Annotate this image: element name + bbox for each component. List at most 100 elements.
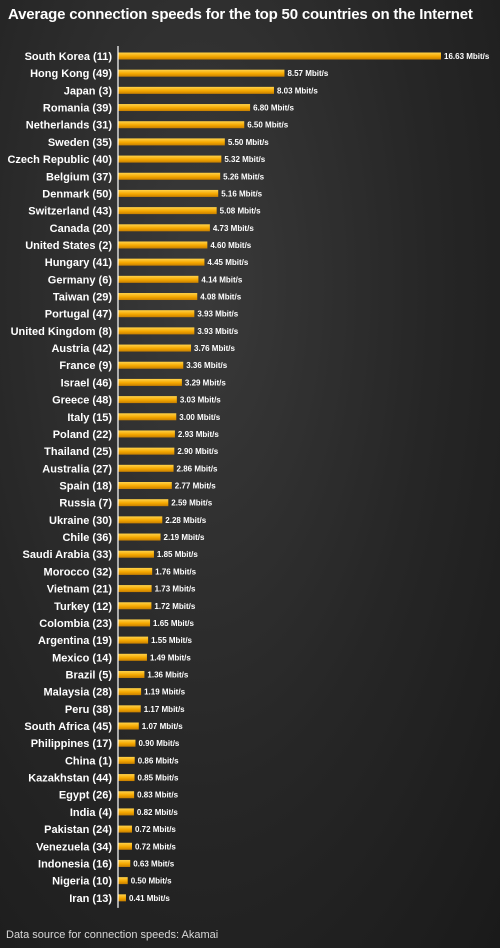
bar (118, 877, 128, 885)
value-label: 8.57 Mbit/s (287, 69, 328, 78)
category-label: Spain (18) (59, 481, 112, 493)
value-label: 1.07 Mbit/s (142, 722, 183, 731)
value-label: 5.50 Mbit/s (228, 138, 269, 147)
value-label: 5.26 Mbit/s (223, 172, 264, 181)
chart-title: Average connection speeds for the top 50… (8, 6, 473, 23)
value-label: 0.50 Mbit/s (131, 877, 172, 886)
bar (118, 791, 135, 799)
bar (118, 464, 174, 472)
category-label: Pakistan (24) (44, 824, 112, 836)
value-label: 0.83 Mbit/s (137, 791, 178, 800)
bar (118, 619, 151, 627)
bar (118, 533, 161, 541)
category-label: Thailand (25) (44, 446, 112, 458)
bar (118, 224, 210, 232)
bar (118, 894, 126, 902)
data-source-note: Data source for connection speeds: Akama… (6, 929, 219, 941)
category-label: France (9) (59, 360, 112, 372)
bar (118, 739, 136, 747)
value-label: 2.19 Mbit/s (164, 533, 205, 542)
category-label: Nigeria (10) (52, 876, 112, 888)
bar (118, 722, 139, 730)
value-label: 1.36 Mbit/s (147, 670, 188, 679)
value-label: 5.08 Mbit/s (220, 207, 261, 216)
bar (118, 756, 135, 764)
value-label: 4.73 Mbit/s (213, 224, 254, 233)
value-label: 3.29 Mbit/s (185, 378, 226, 387)
category-label: Russia (7) (59, 498, 112, 510)
category-label: Peru (38) (65, 704, 112, 716)
category-label: United Kingdom (8) (11, 326, 113, 338)
category-label: Sweden (35) (48, 137, 113, 149)
bar (118, 688, 142, 696)
value-label: 5.32 Mbit/s (224, 155, 265, 164)
category-label: South Korea (11) (25, 51, 113, 63)
bar (118, 104, 251, 112)
bar (118, 585, 152, 593)
value-label: 3.03 Mbit/s (180, 396, 221, 405)
value-label: 6.50 Mbit/s (247, 121, 288, 130)
category-label: Austria (42) (51, 343, 112, 355)
value-label: 8.03 Mbit/s (277, 86, 318, 95)
value-label: 1.85 Mbit/s (157, 550, 198, 559)
category-label: Turkey (12) (54, 601, 112, 613)
bar (118, 430, 175, 438)
category-label: India (4) (70, 807, 113, 819)
value-label: 1.55 Mbit/s (151, 636, 192, 645)
value-label: 5.16 Mbit/s (221, 189, 262, 198)
value-label: 0.72 Mbit/s (135, 842, 176, 851)
category-label: Philippines (17) (31, 738, 113, 750)
bar (118, 258, 205, 266)
category-label: Canada (20) (50, 223, 113, 235)
category-label: Portugal (47) (45, 309, 113, 321)
bar (118, 121, 245, 129)
value-label: 3.00 Mbit/s (179, 413, 220, 422)
bar (118, 86, 274, 94)
category-label: Hong Kong (49) (30, 68, 112, 80)
category-label: Australia (27) (42, 463, 112, 475)
bar (118, 413, 177, 421)
bar (118, 774, 135, 782)
category-label: Kazakhstan (44) (28, 773, 112, 785)
category-label: Brazil (5) (66, 669, 113, 681)
value-label: 2.59 Mbit/s (171, 499, 212, 508)
value-label: 1.72 Mbit/s (154, 602, 195, 611)
bar (118, 653, 147, 661)
value-label: 1.17 Mbit/s (144, 705, 185, 714)
value-label: 1.76 Mbit/s (155, 567, 196, 576)
category-label: Japan (3) (64, 85, 113, 97)
bar (118, 172, 221, 180)
value-label: 4.14 Mbit/s (201, 275, 242, 284)
bar (118, 155, 222, 163)
value-label: 3.93 Mbit/s (197, 327, 238, 336)
category-label: Mexico (14) (52, 652, 112, 664)
bar (118, 670, 145, 678)
bar (118, 636, 149, 644)
bar (118, 52, 441, 60)
category-label: Poland (22) (53, 429, 113, 441)
bar (118, 516, 163, 524)
value-label: 2.86 Mbit/s (177, 464, 218, 473)
bar (118, 602, 152, 610)
bar (118, 808, 134, 816)
value-label: 3.76 Mbit/s (194, 344, 235, 353)
bar (118, 859, 131, 867)
bar (118, 567, 153, 575)
category-label: Belgium (37) (46, 171, 112, 183)
category-label: Chile (36) (62, 532, 112, 544)
value-label: 0.85 Mbit/s (138, 774, 179, 783)
value-label: 1.65 Mbit/s (153, 619, 194, 628)
category-label: China (1) (65, 755, 112, 767)
bar (118, 344, 192, 352)
value-label: 16.63 Mbit/s (444, 52, 490, 61)
category-label: Iran (13) (69, 893, 112, 905)
category-label: Colombia (23) (39, 618, 112, 630)
bar (118, 361, 184, 369)
bar (118, 207, 217, 215)
bar (118, 69, 285, 77)
value-label: 1.49 Mbit/s (150, 653, 191, 662)
value-label: 0.72 Mbit/s (135, 825, 176, 834)
value-label: 2.93 Mbit/s (178, 430, 219, 439)
value-label: 2.28 Mbit/s (165, 516, 206, 525)
